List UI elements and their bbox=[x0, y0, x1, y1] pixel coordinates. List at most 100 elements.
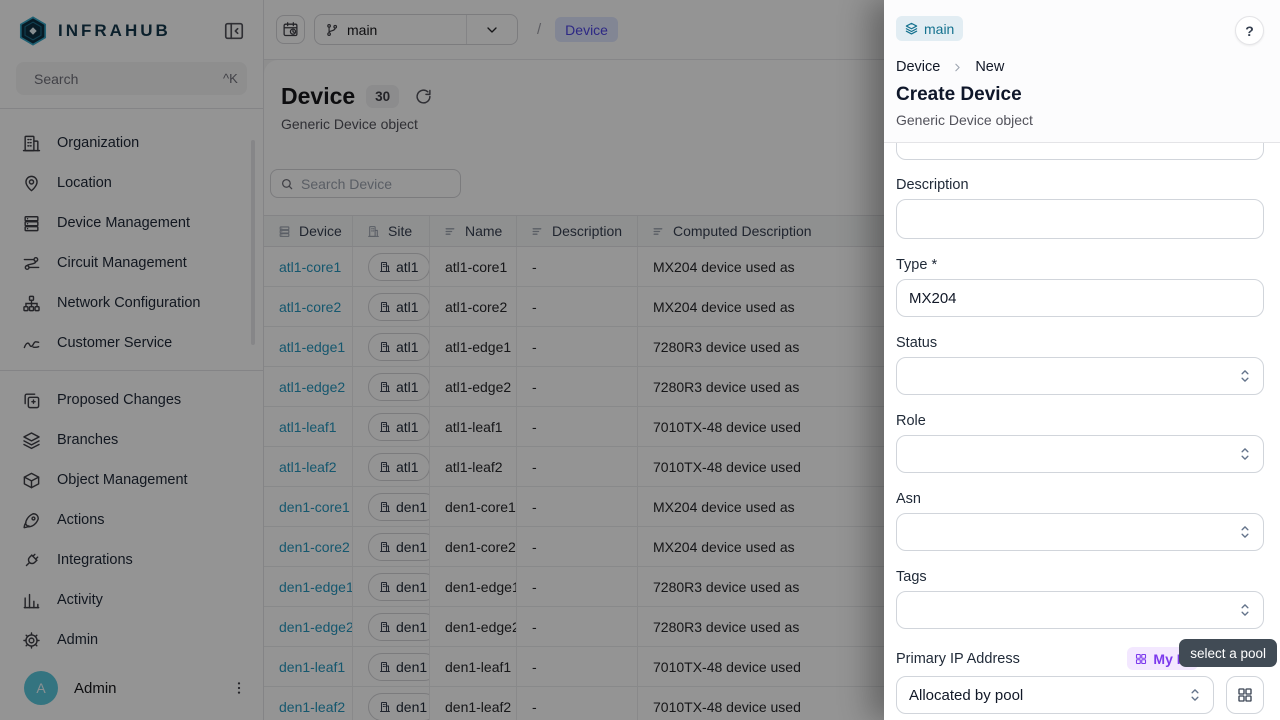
description-textarea[interactable] bbox=[896, 199, 1264, 239]
column-header-description[interactable]: Description bbox=[517, 216, 638, 246]
site-pill[interactable]: den1 bbox=[368, 652, 429, 681]
site-label: atl1 bbox=[396, 298, 419, 315]
device-link[interactable]: den1-edge2 bbox=[279, 618, 353, 635]
site-pill[interactable]: den1 bbox=[368, 692, 429, 720]
device-link[interactable]: den1-leaf1 bbox=[279, 658, 346, 675]
site-pill[interactable]: den1 bbox=[368, 492, 429, 521]
building-icon bbox=[380, 421, 390, 432]
breadcrumb-parent[interactable]: Device bbox=[896, 59, 941, 75]
column-label: Device bbox=[299, 223, 342, 239]
site-pill[interactable]: atl1 bbox=[368, 412, 429, 441]
breadcrumb-current: New bbox=[975, 59, 1005, 75]
site-pill[interactable]: den1 bbox=[368, 612, 429, 641]
cell-description: - bbox=[517, 447, 638, 486]
site-pill[interactable]: atl1 bbox=[368, 252, 429, 281]
building-icon bbox=[380, 501, 390, 512]
sidebar-item-integrations[interactable]: Integrations bbox=[0, 540, 263, 580]
user-name: Admin bbox=[74, 679, 117, 697]
status-select[interactable] bbox=[896, 357, 1264, 395]
sidebar-search-input[interactable] bbox=[34, 70, 215, 87]
primary-ip-label-row: Primary IP Address My IP select a pool bbox=[896, 639, 1277, 670]
column-header-device[interactable]: Device bbox=[264, 216, 353, 246]
asn-select[interactable] bbox=[896, 513, 1264, 551]
device-link[interactable]: den1-edge1 bbox=[279, 578, 353, 595]
name-field-partial[interactable] bbox=[896, 143, 1264, 160]
column-label: Name bbox=[465, 223, 503, 239]
sidebar-item-circuit-management[interactable]: Circuit Management bbox=[0, 243, 263, 283]
cell-description: - bbox=[517, 487, 638, 526]
device-link[interactable]: den1-core1 bbox=[279, 498, 350, 515]
sidebar-item-customer-service[interactable]: Customer Service bbox=[0, 323, 263, 363]
device-link[interactable]: den1-leaf2 bbox=[279, 698, 346, 715]
role-label: Role bbox=[896, 413, 926, 429]
refresh-icon[interactable] bbox=[415, 88, 432, 105]
device-link[interactable]: atl1-core2 bbox=[279, 298, 342, 315]
cell-description: - bbox=[517, 607, 638, 646]
site-pill[interactable]: den1 bbox=[368, 572, 429, 601]
ip-allocation-select[interactable]: Allocated by pool bbox=[896, 676, 1214, 714]
sidebar-item-location[interactable]: Location bbox=[0, 163, 263, 203]
cell-description: - bbox=[517, 247, 638, 286]
device-link[interactable]: den1-core2 bbox=[279, 538, 350, 555]
device-link[interactable]: atl1-leaf2 bbox=[279, 458, 337, 475]
site-pill[interactable]: atl1 bbox=[368, 452, 429, 481]
building-icon bbox=[22, 135, 41, 151]
kebab-menu-icon[interactable] bbox=[231, 680, 247, 696]
help-button[interactable]: ? bbox=[1235, 16, 1264, 45]
site-label: atl1 bbox=[396, 258, 419, 275]
cell-site: atl1 bbox=[353, 327, 430, 366]
table-search-input[interactable] bbox=[301, 175, 451, 192]
map-pin-icon bbox=[25, 175, 38, 192]
drawer-branch-badge[interactable]: main bbox=[896, 16, 964, 41]
device-link[interactable]: atl1-leaf1 bbox=[279, 418, 337, 435]
modal-overlay[interactable] bbox=[0, 0, 884, 720]
site-pill[interactable]: atl1 bbox=[368, 332, 429, 361]
sidebar-search[interactable]: ^K bbox=[16, 62, 247, 95]
sidebar-item-object-management[interactable]: Object Management bbox=[0, 460, 263, 500]
panel-collapse-icon[interactable] bbox=[223, 20, 245, 42]
grid-icon bbox=[1136, 653, 1147, 664]
device-link[interactable]: atl1-core1 bbox=[279, 258, 342, 275]
table-row: den1-core1 den1 den1-core1 - MX204 devic… bbox=[264, 487, 1280, 527]
breadcrumb-separator: / bbox=[537, 21, 542, 38]
date-picker-button[interactable] bbox=[276, 15, 305, 44]
sidebar-item-activity[interactable]: Activity bbox=[0, 580, 263, 620]
sidebar-item-actions[interactable]: Actions bbox=[0, 500, 263, 540]
site-label: atl1 bbox=[396, 458, 419, 475]
copy-diff-icon bbox=[24, 392, 40, 408]
site-label: atl1 bbox=[396, 338, 419, 355]
type-input[interactable] bbox=[896, 279, 1264, 317]
column-header-site[interactable]: Site bbox=[353, 216, 430, 246]
drawer-title: Create Device bbox=[896, 84, 1022, 105]
sidebar-item-organization[interactable]: Organization bbox=[0, 123, 263, 163]
cell-site: atl1 bbox=[353, 407, 430, 446]
breadcrumb-object-pill[interactable]: Device bbox=[555, 17, 618, 42]
service-icon bbox=[23, 340, 40, 348]
site-pill[interactable]: den1 bbox=[368, 532, 429, 561]
sidebar-item-network-configuration[interactable]: Network Configuration bbox=[0, 283, 263, 323]
sidebar-item-label: Actions bbox=[57, 512, 105, 528]
sidebar-item-proposed-changes[interactable]: Proposed Changes bbox=[0, 380, 263, 420]
device-link[interactable]: atl1-edge1 bbox=[279, 338, 346, 355]
branch-selector-toggle[interactable] bbox=[467, 22, 517, 38]
role-select[interactable] bbox=[896, 435, 1264, 473]
status-label: Status bbox=[896, 335, 938, 351]
site-pill[interactable]: atl1 bbox=[368, 292, 429, 321]
cell-name: atl1-leaf1 bbox=[430, 407, 517, 446]
site-pill[interactable]: atl1 bbox=[368, 372, 429, 401]
select-pool-tooltip: select a pool bbox=[1179, 639, 1277, 667]
sidebar-scrollbar[interactable] bbox=[251, 140, 255, 345]
user-menu[interactable]: A Admin bbox=[0, 664, 263, 720]
select-pool-button[interactable] bbox=[1226, 676, 1264, 714]
branch-selector[interactable]: main bbox=[314, 14, 518, 45]
column-header-computed-description[interactable]: Computed Description bbox=[638, 216, 1280, 246]
table-search[interactable] bbox=[270, 169, 461, 198]
sidebar-item-device-management[interactable]: Device Management bbox=[0, 203, 263, 243]
sidebar-item-branches[interactable]: Branches bbox=[0, 420, 263, 460]
sidebar-item-admin[interactable]: Admin bbox=[0, 620, 263, 660]
column-header-name[interactable]: Name bbox=[430, 216, 517, 246]
building-icon bbox=[380, 621, 390, 632]
device-link[interactable]: atl1-edge2 bbox=[279, 378, 346, 395]
cell-site: den1 bbox=[353, 487, 430, 526]
tags-select[interactable] bbox=[896, 591, 1264, 629]
